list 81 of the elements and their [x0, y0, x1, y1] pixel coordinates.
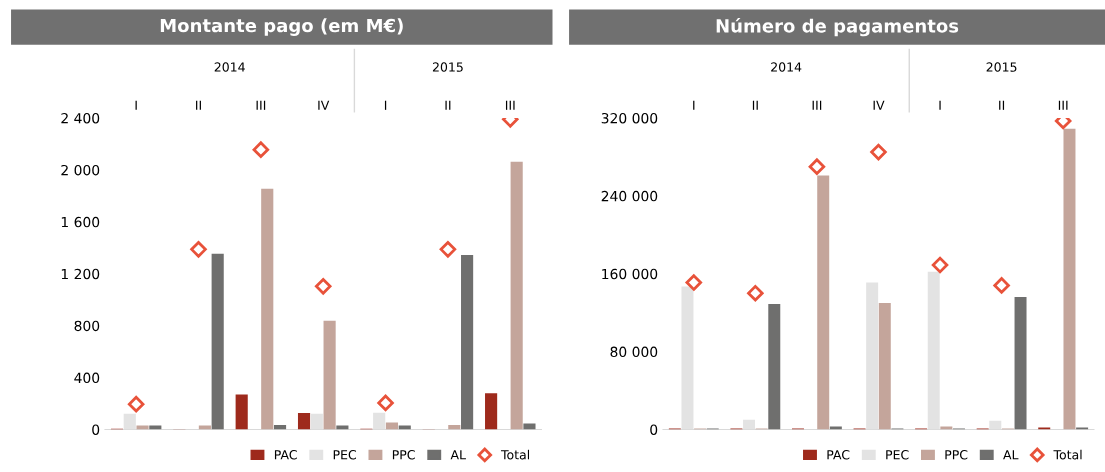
bar	[235, 394, 248, 430]
bar	[398, 425, 411, 430]
legend-label: PPC	[392, 450, 415, 460]
bar	[927, 271, 940, 430]
bar	[817, 175, 830, 430]
point	[747, 284, 764, 302]
x-tick-label: II	[196, 100, 201, 110]
x-tick-label: I	[939, 100, 941, 110]
x-tick-label: III	[1058, 100, 1068, 110]
y-tick-label: 320 000	[601, 112, 658, 124]
x-tick-label: II	[999, 100, 1005, 110]
bar	[136, 425, 149, 430]
bar	[485, 393, 498, 430]
point	[931, 256, 949, 274]
y-tick-label: 2 400	[61, 112, 100, 124]
y-tick-label: 2 000	[61, 164, 100, 176]
bar	[866, 282, 879, 430]
chart-title: Montante pago (em M€)	[160, 18, 403, 36]
bar	[297, 413, 311, 430]
bar	[878, 302, 891, 430]
text: 2015	[432, 62, 463, 72]
legend-label: PAC	[274, 450, 297, 460]
bar	[743, 419, 756, 430]
point	[870, 143, 887, 161]
point	[439, 241, 457, 258]
x-tick-label: I	[384, 100, 387, 110]
point	[127, 395, 145, 413]
bar	[1063, 128, 1076, 430]
bar	[261, 188, 274, 430]
bar	[461, 255, 474, 430]
bar	[198, 425, 211, 430]
point	[252, 141, 270, 158]
bar	[211, 253, 224, 430]
legend-label: AL	[450, 450, 466, 460]
x-tick-label: III	[812, 100, 822, 110]
x-tick-label: IV	[318, 100, 330, 110]
point	[685, 274, 703, 291]
x-tick-label: II	[445, 100, 451, 110]
legend-label: Total	[1053, 449, 1082, 460]
x-tick-label: III	[256, 100, 266, 110]
bar	[323, 320, 336, 430]
point	[190, 241, 207, 258]
point	[314, 278, 332, 295]
y-tick-label: 1 600	[61, 216, 100, 228]
y-tick-label: 80 000	[610, 346, 658, 358]
x-tick-label: I	[693, 100, 695, 110]
y-tick-label: 0	[650, 424, 658, 435]
legend-label: PPC	[945, 450, 968, 460]
bar	[523, 423, 536, 430]
x-tick-label: IV	[873, 100, 885, 110]
legend-label: PEC	[886, 450, 909, 460]
text: 2015	[986, 62, 1017, 72]
legend-label: Total	[500, 449, 530, 460]
bar	[310, 413, 323, 430]
bar	[1014, 297, 1027, 430]
x-tick-label: I	[135, 100, 137, 110]
text: 2014	[771, 62, 802, 72]
point	[993, 277, 1010, 294]
y-tick-label: 160 000	[602, 268, 658, 280]
bar	[373, 412, 386, 430]
x-tick-label: II	[752, 100, 758, 110]
bar	[768, 303, 781, 430]
legend-label: PEC	[333, 450, 357, 460]
bar	[123, 413, 136, 430]
x-tick-label: III	[505, 100, 515, 110]
bar	[336, 425, 349, 430]
y-tick-label: 1 200	[61, 268, 100, 280]
point	[808, 158, 826, 175]
y-tick-label: 240 000	[601, 190, 658, 202]
legend-label: PAC	[827, 450, 850, 460]
bar	[510, 161, 523, 430]
bar	[989, 420, 1002, 430]
legend-label: AL	[1003, 450, 1019, 460]
text: 2014	[214, 62, 245, 72]
bar	[681, 286, 694, 430]
y-tick-label: 800	[74, 320, 100, 332]
point	[377, 394, 394, 412]
bar	[149, 425, 162, 430]
y-tick-label: 0	[92, 424, 100, 435]
chart-title: Número de pagamentos	[716, 17, 959, 37]
y-tick-label: 400	[74, 372, 100, 384]
